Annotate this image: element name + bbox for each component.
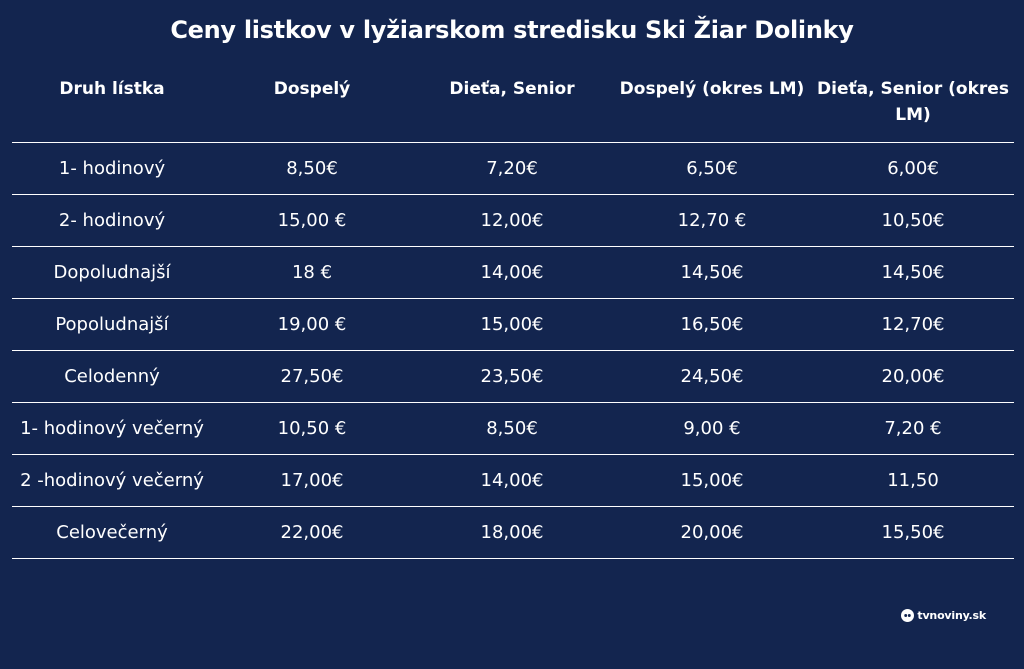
price-cell: 19,00 € (212, 298, 412, 351)
ticket-type-cell: Celovečerný (12, 506, 212, 559)
ticket-type-cell: Popoludnajší (12, 298, 212, 351)
tvnoviny-logo: tvnoviny.sk (901, 609, 986, 622)
price-cell: 16,50€ (612, 298, 812, 351)
tvnoviny-logo-icon (901, 609, 915, 622)
ticket-type-cell: 1- hodinový večerný (12, 402, 212, 455)
table-row: 2- hodinový 15,00 € 12,00€ 12,70 € 10,50… (12, 194, 1014, 247)
price-cell: 27,50€ (212, 350, 412, 403)
table-row: Dopoludnajší 18 € 14,00€ 14,50€ 14,50€ (12, 246, 1014, 299)
price-cell: 14,00€ (412, 246, 612, 299)
price-cell: 6,50€ (612, 142, 812, 195)
price-cell: 15,00 € (212, 194, 412, 247)
price-cell: 8,50€ (212, 142, 412, 195)
price-table: Druh lístka Dospelý Dieťa, Senior Dospel… (12, 66, 1014, 559)
price-cell: 14,00€ (412, 454, 612, 507)
price-cell: 7,20 € (812, 402, 1014, 455)
table-row: 2 -hodinový večerný 17,00€ 14,00€ 15,00€… (12, 454, 1014, 507)
price-cell: 7,20€ (412, 142, 612, 195)
price-cell: 14,50€ (612, 246, 812, 299)
table-row: Popoludnajší 19,00 € 15,00€ 16,50€ 12,70… (12, 298, 1014, 351)
table-row: 1- hodinový večerný 10,50 € 8,50€ 9,00 €… (12, 402, 1014, 455)
column-header-adult-lm: Dospelý (okres LM) (612, 66, 812, 143)
table-row: Celodenný 27,50€ 23,50€ 24,50€ 20,00€ (12, 350, 1014, 403)
price-cell: 24,50€ (612, 350, 812, 403)
price-cell: 20,00€ (812, 350, 1014, 403)
price-cell: 14,50€ (812, 246, 1014, 299)
table-row: 1- hodinový 8,50€ 7,20€ 6,50€ 6,00€ (12, 142, 1014, 195)
price-cell: 18,00€ (412, 506, 612, 559)
price-cell: 22,00€ (212, 506, 412, 559)
price-cell: 9,00 € (612, 402, 812, 455)
price-cell: 6,00€ (812, 142, 1014, 195)
column-header-ticket-type: Druh lístka (12, 66, 212, 143)
price-cell: 12,00€ (412, 194, 612, 247)
price-cell: 8,50€ (412, 402, 612, 455)
ticket-type-cell: Celodenný (12, 350, 212, 403)
price-cell: 17,00€ (212, 454, 412, 507)
price-cell: 10,50 € (212, 402, 412, 455)
page-title: Ceny listkov v lyžiarskom stredisku Ski … (170, 16, 854, 44)
table-header-row: Druh lístka Dospelý Dieťa, Senior Dospel… (12, 66, 1014, 143)
price-cell: 15,50€ (812, 506, 1014, 559)
price-cell: 11,50 (812, 454, 1014, 507)
price-cell: 20,00€ (612, 506, 812, 559)
ticket-type-cell: 2 -hodinový večerný (12, 454, 212, 507)
column-header-child-senior-lm: Dieťa, Senior (okres LM) (812, 66, 1014, 143)
price-cell: 15,00€ (412, 298, 612, 351)
ticket-type-cell: 1- hodinový (12, 142, 212, 195)
logo-text: tvnoviny.sk (917, 609, 986, 622)
price-cell: 15,00€ (612, 454, 812, 507)
price-cell: 12,70€ (812, 298, 1014, 351)
ticket-type-cell: 2- hodinový (12, 194, 212, 247)
price-cell: 23,50€ (412, 350, 612, 403)
ticket-type-cell: Dopoludnajší (12, 246, 212, 299)
column-header-adult: Dospelý (212, 66, 412, 143)
price-cell: 10,50€ (812, 194, 1014, 247)
price-cell: 12,70 € (612, 194, 812, 247)
column-header-child-senior: Dieťa, Senior (412, 66, 612, 143)
table-row: Celovečerný 22,00€ 18,00€ 20,00€ 15,50€ (12, 506, 1014, 559)
price-cell: 18 € (212, 246, 412, 299)
